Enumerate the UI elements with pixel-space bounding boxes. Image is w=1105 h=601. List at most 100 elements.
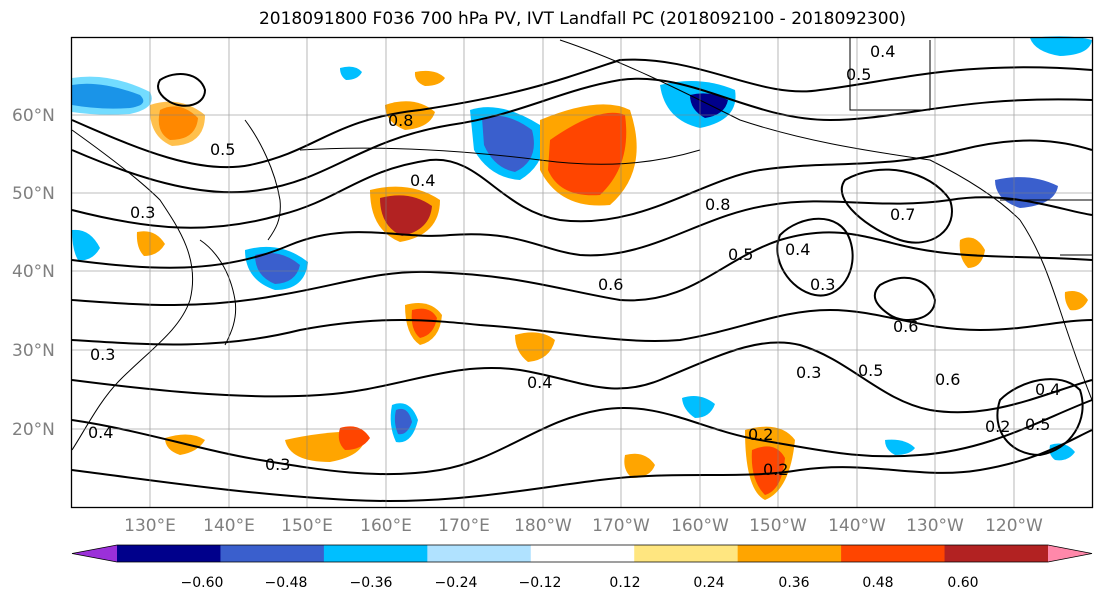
colorbar-extend-max	[1048, 545, 1092, 562]
contour-line	[157, 73, 207, 107]
colorbar-segment	[634, 545, 739, 562]
pv-blob-positive	[411, 308, 437, 338]
pv-blob-negative	[72, 76, 152, 115]
contour-label: 0.6	[893, 317, 918, 336]
pv-blob-positive	[1064, 291, 1088, 311]
pv-blob-negative	[255, 252, 300, 284]
colorbar-tick-label: −0.12	[519, 575, 562, 591]
lon-label-160e: 160°E	[360, 516, 412, 536]
lat-axis-labels: 60°N 50°N 40°N 30°N 20°N	[12, 106, 55, 440]
map-frame	[70, 36, 1094, 509]
contour-line	[71, 308, 1093, 346]
pv-blob-positive	[149, 101, 205, 146]
pv-blob-positive	[515, 332, 555, 362]
pv-blob-positive	[380, 195, 432, 236]
contour-line	[71, 58, 1093, 169]
lon-label-140w: 140°W	[828, 516, 886, 536]
pv-blob-positive	[959, 237, 985, 268]
colorbar-segment	[530, 545, 635, 562]
contour-line	[71, 77, 1093, 194]
lon-label-160w: 160°W	[671, 516, 729, 536]
contour-label: 0.2	[985, 417, 1010, 436]
contour-label: 0.5	[858, 361, 883, 380]
colorbar-segment	[944, 545, 1049, 562]
lon-label-140e: 140°E	[203, 516, 255, 536]
contour-line	[71, 399, 1093, 476]
lon-label-150e: 150°E	[281, 516, 333, 536]
colorbar-segment	[323, 545, 428, 562]
contour-label: 0.4	[785, 240, 810, 259]
contour-label: 0.4	[1035, 380, 1060, 399]
colorbar-tick-label: −0.36	[350, 575, 393, 591]
pv-blob-negative	[885, 439, 915, 455]
contour-label: 0.5	[728, 245, 753, 264]
contour-label: 0.4	[88, 423, 113, 442]
colorbar-segment	[427, 545, 532, 562]
pv-blob-positive	[751, 446, 785, 495]
lon-label-150w: 150°W	[749, 516, 807, 536]
lon-label-120w: 120°W	[985, 516, 1043, 536]
coastline-asia	[71, 129, 194, 451]
pv-blob-negative	[682, 396, 715, 418]
colorbar-segment	[841, 545, 946, 562]
colorbar-segment	[737, 545, 842, 562]
graticule	[72, 37, 1092, 507]
contour-label: 0.8	[705, 195, 730, 214]
pv-blob-positive	[548, 112, 627, 196]
lon-axis-labels: 130°E 140°E 150°E 160°E 170°E 180°W 170°…	[124, 516, 1043, 536]
lat-label-40n: 40°N	[12, 262, 55, 282]
colorbar-tick-label: 0.60	[947, 575, 978, 591]
pv-blob-positive	[338, 426, 370, 450]
contour-line	[776, 217, 854, 297]
colorbar-extend-min	[72, 545, 117, 562]
colorbar-tick-label: 0.48	[862, 575, 893, 591]
colorbar-segment	[117, 545, 221, 562]
colorbar-tick-label: −0.24	[435, 575, 478, 591]
colorbar-segments	[71, 544, 1093, 563]
contour-line	[873, 276, 937, 321]
contour-label: 0.2	[763, 460, 788, 479]
colorbar-segment	[220, 545, 325, 562]
colorbar-tick-label: 0.24	[693, 575, 724, 591]
colorbar-outline	[71, 544, 1093, 563]
contour-label: 0.3	[265, 455, 290, 474]
lon-label-170e: 170°E	[438, 516, 490, 536]
lat-label-50n: 50°N	[12, 184, 55, 204]
pv-blob-positive	[414, 70, 445, 86]
coastlines	[71, 38, 1093, 451]
lat-label-30n: 30°N	[12, 341, 55, 361]
contour-label: 0.3	[90, 345, 115, 364]
contour-line	[71, 429, 1093, 502]
contour-label: 0.8	[388, 111, 413, 130]
coastline-na-west	[1019, 219, 1093, 401]
pv-blob-positive	[136, 231, 165, 256]
contour-label: 0.6	[935, 370, 960, 389]
coastline-canada-north	[849, 38, 931, 111]
contour-label: 0.3	[130, 203, 155, 222]
lat-label-60n: 60°N	[12, 106, 55, 126]
lon-label-180w: 180°W	[514, 516, 572, 536]
contour-labels: 0.4 0.8 0.5 0.4 0.3 0.5 0.8 0.7 0.5 0.4 …	[88, 42, 1060, 479]
contour-line	[996, 378, 1084, 457]
lon-label-170w: 170°W	[592, 516, 650, 536]
contour-line	[840, 168, 953, 244]
contour-label: 0.2	[748, 425, 773, 444]
colorbar-tick-labels: −0.60 −0.48 −0.36 −0.24 −0.12 0.12 0.24 …	[181, 575, 979, 591]
contour-label: 0.5	[210, 140, 235, 159]
contour-label: 0.5	[1025, 415, 1050, 434]
contour-line	[71, 341, 1093, 414]
contour-label: 0.7	[890, 205, 915, 224]
pv-blob-positive	[624, 453, 655, 478]
coastline-kamchatka	[244, 119, 281, 241]
contour-label: 0.3	[796, 363, 821, 382]
coastline-aleutians	[299, 147, 701, 165]
colorbar-tick-label: −0.48	[265, 575, 308, 591]
pv-blob-negative	[340, 66, 362, 80]
coastline-us-border	[1000, 199, 1092, 256]
colorbar-tick-label: −0.60	[181, 575, 224, 591]
pv-blob-negative	[1030, 36, 1092, 56]
coastline-alaska	[559, 39, 1021, 221]
lon-label-130w: 130°W	[906, 516, 964, 536]
